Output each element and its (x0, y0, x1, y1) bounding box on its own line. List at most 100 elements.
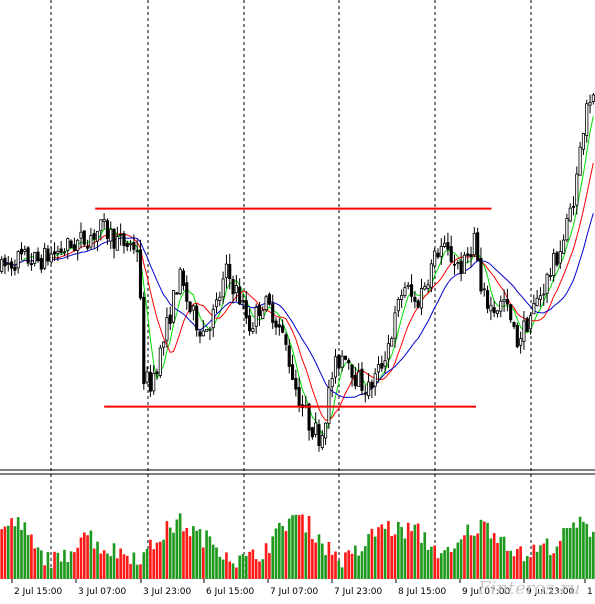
volume-bar (443, 550, 446, 579)
volume-bar (509, 550, 513, 579)
volume-bar (129, 563, 132, 579)
volume-bar (89, 530, 93, 579)
volume-bar (211, 544, 215, 579)
volume-bar (519, 546, 522, 579)
candle (201, 319, 205, 337)
volume-bar (294, 514, 298, 579)
volume-bar (53, 551, 56, 579)
candle (472, 227, 476, 258)
volume-bar (410, 531, 413, 579)
volume-bar (142, 552, 146, 579)
candle (492, 300, 496, 318)
volume-bar (6, 525, 10, 579)
candle (178, 267, 182, 296)
candle (310, 426, 314, 440)
candle (367, 373, 371, 400)
candle (46, 244, 50, 266)
volume-bar (304, 532, 308, 579)
candle (109, 221, 113, 249)
volume-bar (268, 553, 271, 579)
volume-bar (79, 537, 83, 579)
candle (489, 296, 493, 321)
candle (271, 294, 275, 329)
candle (545, 272, 549, 304)
volume-bar (13, 526, 17, 579)
volume-bar (387, 520, 390, 579)
candle (565, 213, 569, 243)
candle (380, 355, 384, 372)
candle (571, 196, 576, 216)
volume-bar (264, 543, 268, 579)
volume-bar (396, 521, 400, 579)
candle (423, 282, 427, 291)
candle (257, 301, 262, 326)
candle (224, 254, 228, 289)
candle (211, 304, 215, 338)
candle (509, 303, 513, 324)
volume-bar (238, 555, 241, 579)
candle (244, 290, 248, 325)
candle (238, 278, 242, 306)
volume-bar (201, 547, 205, 579)
candle (129, 239, 133, 252)
volume-bar (311, 539, 314, 579)
candle (528, 312, 533, 335)
volume-bar (459, 539, 463, 579)
volume-bar (377, 527, 380, 579)
moving-averages (1, 116, 594, 435)
volume-bar (337, 560, 341, 579)
volume-bar (188, 536, 192, 579)
candle (575, 166, 579, 215)
candle (231, 275, 235, 304)
candle (505, 288, 509, 312)
volume-bar (198, 529, 202, 579)
volume-bar (112, 543, 116, 579)
volume-bar (175, 519, 179, 579)
volume-bar (565, 528, 569, 579)
volume-bar (274, 528, 278, 579)
candle (363, 384, 367, 403)
volume-bar (479, 519, 483, 579)
volume-bar (492, 533, 496, 579)
volume-bar (86, 535, 89, 579)
volume-bar (482, 521, 486, 579)
candle (19, 242, 24, 261)
candle (525, 316, 529, 332)
candle (254, 303, 258, 334)
volume-bar (354, 545, 357, 579)
volume-bar (499, 536, 503, 579)
volume-bar (63, 549, 66, 579)
candle (360, 362, 364, 396)
volume-bar (284, 531, 288, 579)
volume-bar (552, 553, 556, 579)
volume-bar (33, 548, 37, 579)
volume-bar (542, 543, 546, 579)
candle (350, 364, 354, 387)
volume-bar (390, 536, 394, 579)
candle (330, 371, 334, 398)
volume-bar (416, 523, 420, 579)
candle (459, 252, 463, 282)
volume-bar (49, 567, 53, 579)
volume-bar (393, 534, 397, 579)
candle (198, 328, 202, 344)
volume-bar (430, 546, 433, 579)
candle (6, 256, 10, 272)
x-tick-label: 6 Jul 15:00 (206, 587, 255, 597)
candle (542, 283, 546, 306)
volume-bar (281, 525, 284, 579)
volume-bar (221, 559, 225, 579)
candle (314, 412, 318, 438)
candle (578, 142, 582, 176)
candle (79, 222, 83, 249)
candle (502, 289, 506, 312)
volume-bars (0, 513, 595, 579)
volume-bar (373, 536, 377, 579)
candle (403, 282, 407, 299)
candle (145, 366, 149, 385)
candle (251, 322, 255, 335)
volume-bar (357, 555, 360, 579)
candle (214, 292, 219, 313)
volume-bar (271, 536, 275, 579)
volume-bar (0, 529, 3, 579)
